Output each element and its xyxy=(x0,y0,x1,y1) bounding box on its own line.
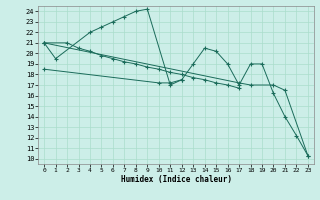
X-axis label: Humidex (Indice chaleur): Humidex (Indice chaleur) xyxy=(121,175,231,184)
